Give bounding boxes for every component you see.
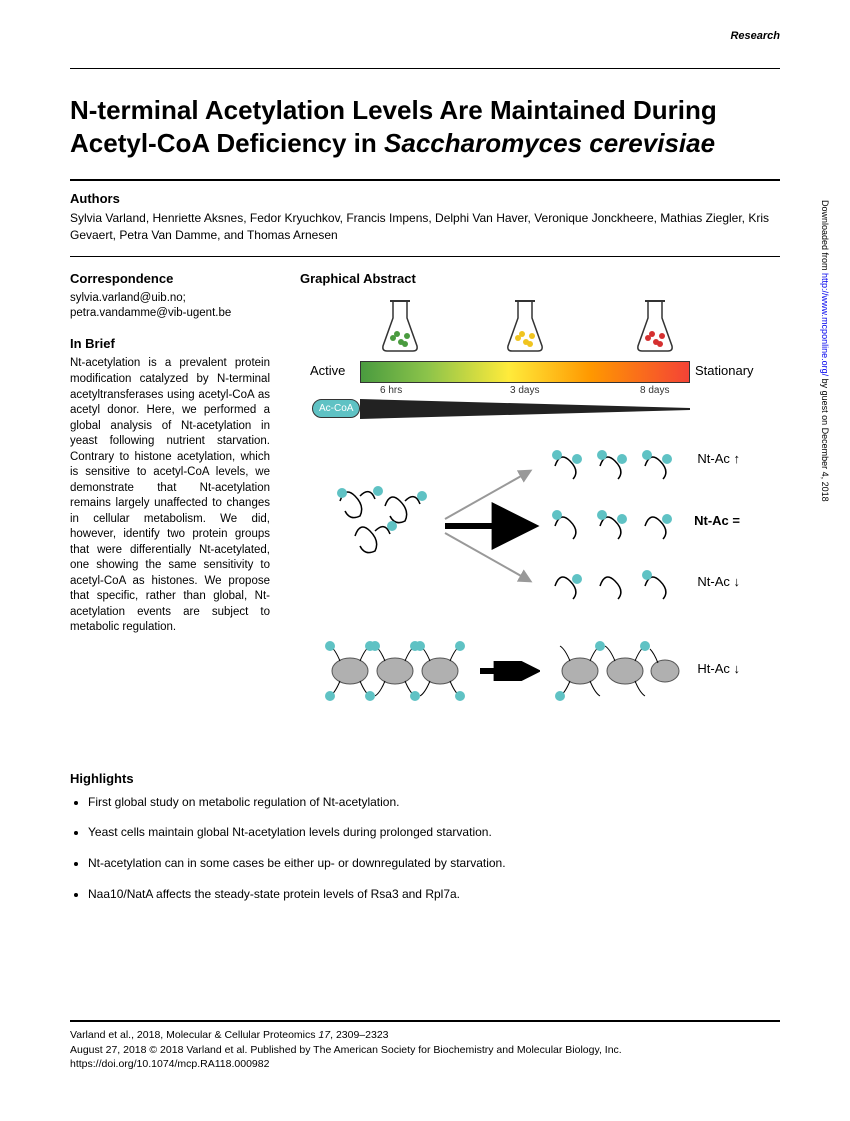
- outcome-up: [545, 441, 675, 486]
- citation-pages: , 2309–2323: [330, 1029, 388, 1041]
- download-note: Downloaded from http://www.mcponline.org…: [820, 200, 830, 502]
- flask-stationary-icon: [630, 296, 680, 356]
- footer-line2: August 27, 2018 © 2018 Varland et al. Pu…: [70, 1044, 622, 1056]
- corr-email-2[interactable]: petra.vandamme@vib-ugent.be: [70, 307, 231, 319]
- rule-2: [70, 256, 780, 257]
- result-up: Nt-Ac ↑: [697, 451, 740, 466]
- outcome-down: [545, 561, 675, 606]
- rule-1: [70, 179, 780, 181]
- top-rule: [70, 68, 780, 69]
- citation-vol: 17: [318, 1029, 330, 1041]
- flask-mid-icon: [500, 296, 550, 356]
- outcome-equal: [545, 501, 675, 546]
- time-label-1: 3 days: [510, 385, 539, 396]
- result-equal: Nt-Ac =: [694, 513, 740, 528]
- accoa-wedge-icon: [360, 399, 690, 419]
- footer-doi[interactable]: https://doi.org/10.1074/mcp.RA118.000982: [70, 1058, 269, 1070]
- histone-arrow: [480, 661, 540, 681]
- time-label-2: 8 days: [640, 385, 669, 396]
- histone-after: [550, 641, 680, 701]
- correspondence-text: sylvia.varland@uib.no; petra.vandamme@vi…: [70, 291, 270, 321]
- highlight-item: First global study on metabolic regulati…: [88, 794, 780, 811]
- footer-citation: Varland et al., 2018, Molecular & Cellul…: [70, 1028, 780, 1071]
- accoa-badge: Ac-CoA: [312, 399, 360, 418]
- highlight-item: Naa10/NatA affects the steady-state prot…: [88, 886, 780, 903]
- authors-list: Sylvia Varland, Henriette Aksnes, Fedor …: [70, 210, 780, 244]
- highlights-section: Highlights First global study on metabol…: [70, 771, 780, 903]
- result-down: Nt-Ac ↓: [697, 574, 740, 589]
- phase-stationary-label: Stationary: [695, 363, 754, 378]
- outcome-arrows: [440, 451, 540, 601]
- highlight-item: Yeast cells maintain global Nt-acetylati…: [88, 824, 780, 841]
- highlight-item: Nt-acetylation can in some cases be eith…: [88, 855, 780, 872]
- citation-prefix: Varland et al., 2018, Molecular & Cellul…: [70, 1029, 318, 1041]
- result-histone: Ht-Ac ↓: [697, 661, 740, 676]
- research-label: Research: [730, 30, 780, 42]
- footer: Varland et al., 2018, Molecular & Cellul…: [70, 1020, 780, 1071]
- article-title: N-terminal Acetylation Levels Are Mainta…: [70, 94, 780, 159]
- phase-gradient-bar: [360, 361, 690, 383]
- in-brief-heading: In Brief: [70, 336, 270, 351]
- phase-active-label: Active: [310, 363, 345, 378]
- histone-before: [320, 641, 470, 701]
- download-link[interactable]: http://www.mcponline.org/: [820, 273, 830, 376]
- highlights-heading: Highlights: [70, 771, 780, 786]
- time-label-0: 6 hrs: [380, 385, 402, 396]
- graphical-abstract-heading: Graphical Abstract: [300, 271, 780, 286]
- corr-email-1[interactable]: sylvia.varland@uib.no;: [70, 292, 186, 304]
- authors-heading: Authors: [70, 191, 780, 206]
- flask-active-icon: [375, 296, 425, 356]
- download-suffix: by guest on December 4, 2018: [820, 376, 830, 502]
- footer-rule: [70, 1020, 780, 1022]
- in-brief-text: Nt-acetylation is a prevalent protein mo…: [70, 356, 270, 635]
- download-prefix: Downloaded from: [820, 200, 830, 273]
- graphical-abstract: Active Stationary 6 hrs 3 days 8 days Ac…: [300, 291, 740, 751]
- title-species: Saccharomyces cerevisiae: [384, 128, 715, 158]
- protein-cluster-start: [330, 481, 440, 561]
- correspondence-heading: Correspondence: [70, 271, 270, 286]
